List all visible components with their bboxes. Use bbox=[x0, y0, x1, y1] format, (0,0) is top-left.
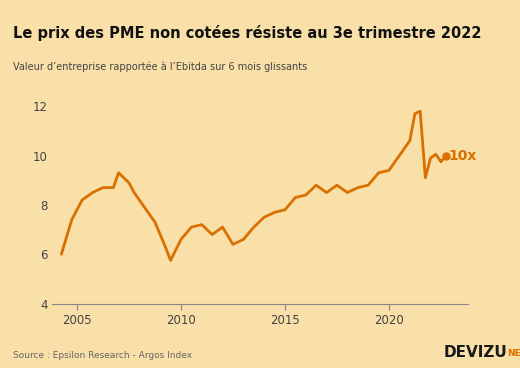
Text: Valeur d’entreprise rapportée à l’Ebitda sur 6 mois glissants: Valeur d’entreprise rapportée à l’Ebitda… bbox=[13, 61, 307, 72]
Text: NEWS: NEWS bbox=[508, 349, 520, 358]
Text: Source : Epsilon Research - Argos Index: Source : Epsilon Research - Argos Index bbox=[13, 351, 192, 360]
Text: Le prix des PME non cotées résiste au 3e trimestre 2022: Le prix des PME non cotées résiste au 3e… bbox=[13, 25, 482, 42]
Text: DEVIZU: DEVIZU bbox=[443, 345, 507, 360]
Text: 10x: 10x bbox=[449, 149, 477, 163]
